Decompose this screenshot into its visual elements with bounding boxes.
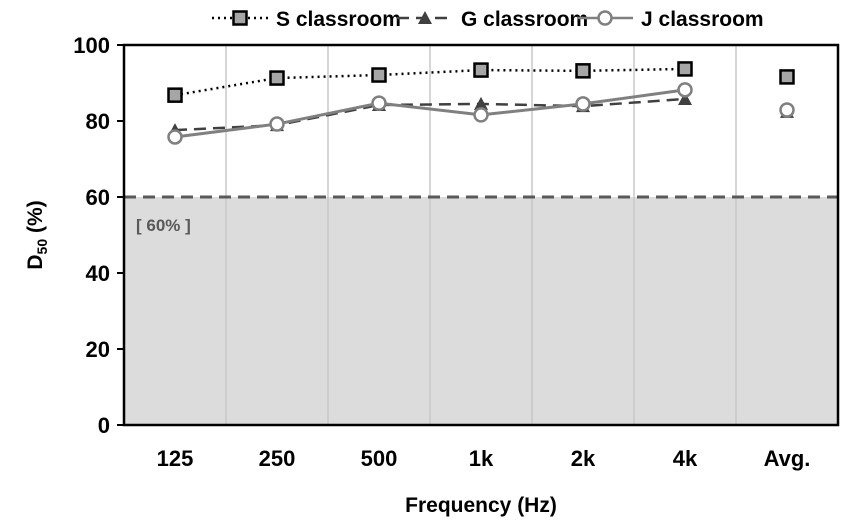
circle-marker	[371, 95, 387, 111]
square-marker	[167, 87, 183, 103]
x-axis: 125 250 500 1k 2k 4k Avg.	[157, 446, 811, 471]
square-marker	[575, 63, 591, 79]
y-tick-label: 20	[86, 337, 110, 362]
x-tick-label: 2k	[571, 446, 596, 471]
series-group	[167, 61, 795, 145]
triangle-marker	[678, 91, 692, 105]
series-line	[174, 67, 686, 97]
circle-marker	[167, 129, 183, 145]
circle-marker	[677, 82, 693, 98]
x-tick-label: Avg.	[764, 446, 811, 471]
y-tick-label: 80	[86, 109, 110, 134]
x-axis-title: Frequency (Hz)	[405, 494, 557, 517]
legend-label: G classroom	[461, 8, 588, 31]
series-s-classroom	[167, 61, 795, 103]
square-marker	[269, 70, 285, 86]
circle-marker	[597, 10, 613, 26]
circle-marker	[779, 102, 795, 118]
x-tick-label: 1k	[469, 446, 494, 471]
legend: S classroom G classroom J classroom	[212, 8, 764, 31]
x-tick-label: 125	[157, 446, 194, 471]
circle-marker	[575, 96, 591, 112]
x-tick-label: 500	[361, 446, 398, 471]
circle-marker	[269, 116, 285, 132]
triangle-marker	[474, 96, 488, 110]
y-tick-label: 60	[86, 185, 110, 210]
threshold-shade	[124, 197, 838, 425]
y-tick-label: 40	[86, 261, 110, 286]
x-tick-label: 4k	[673, 446, 698, 471]
threshold-label: [ 60% ]	[136, 216, 191, 235]
y-tick-label: 100	[73, 33, 110, 58]
y-axis-title-sub: 50	[34, 239, 50, 255]
triangle-marker	[418, 11, 432, 24]
legend-label: J classroom	[641, 8, 764, 31]
y-axis-title-main: D	[24, 254, 47, 269]
square-marker	[473, 62, 489, 78]
series-line	[174, 88, 686, 139]
square-marker	[371, 67, 387, 83]
y-axis: 0 20 40 60 80 100	[73, 33, 124, 438]
series-j-classroom	[167, 82, 795, 145]
plot-frame	[122, 43, 840, 427]
x-tick-label: 250	[259, 446, 296, 471]
y-tick-label: 0	[98, 413, 110, 438]
y-axis-title: D50 (%)	[24, 200, 50, 269]
circle-marker	[473, 107, 489, 123]
legend-label: S classroom	[276, 8, 401, 31]
square-marker	[677, 61, 693, 77]
square-marker	[779, 69, 795, 85]
y-axis-title-suffix: (%)	[24, 200, 47, 239]
square-marker	[232, 10, 248, 26]
